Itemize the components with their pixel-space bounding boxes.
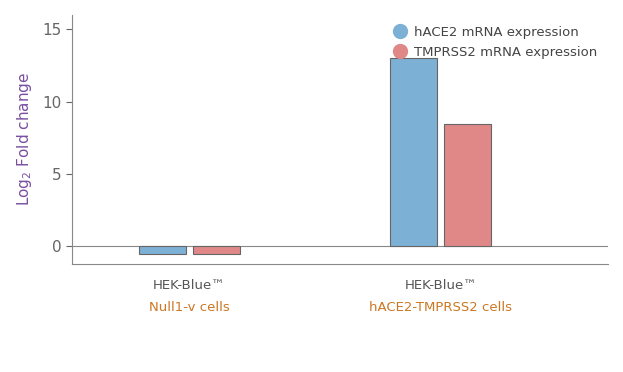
Y-axis label: Log$_2$ Fold change: Log$_2$ Fold change [15, 73, 34, 206]
Bar [139, 247, 186, 254]
Text: HEK-Blue™: HEK-Blue™ [404, 279, 477, 292]
Bar [390, 58, 437, 247]
Text: Null1-v cells: Null1-v cells [149, 301, 230, 314]
Bar [193, 247, 239, 254]
Bar [444, 124, 491, 247]
Legend: hACE2 mRNA expression, TMPRSS2 mRNA expression: hACE2 mRNA expression, TMPRSS2 mRNA expr… [393, 22, 601, 63]
Text: hACE2-TMPRSS2 cells: hACE2-TMPRSS2 cells [369, 301, 512, 314]
Text: HEK-Blue™: HEK-Blue™ [153, 279, 226, 292]
